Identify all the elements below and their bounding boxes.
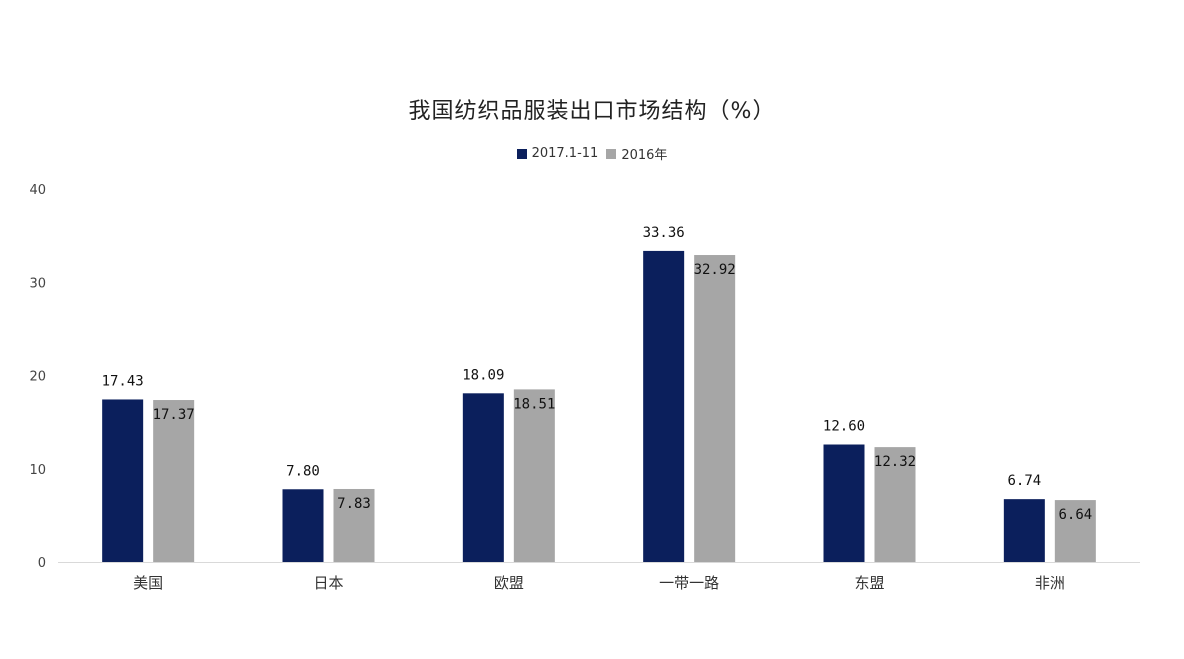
bar-2017-2 (462, 393, 504, 562)
bar-2016-0 (153, 400, 195, 562)
data-label-2017-3: 33.36 (643, 225, 685, 241)
data-label-2017-5: 6.74 (1007, 473, 1041, 489)
data-label-2017-1: 7.80 (286, 463, 320, 479)
data-label-2017-0: 17.43 (102, 373, 144, 389)
legend-label-2016: 2016年 (621, 148, 668, 163)
bar-2016-5 (1054, 500, 1096, 562)
data-label-2017-4: 12.60 (823, 419, 865, 435)
y-tick-label: 10 (29, 463, 46, 478)
y-tick-label: 20 (29, 370, 46, 385)
bar-2017-0 (102, 399, 144, 562)
legend-label-2017: 2017.1-11 (531, 146, 599, 161)
x-category-label: 东盟 (854, 574, 884, 592)
data-label-2017-2: 18.09 (462, 367, 504, 383)
x-category-label: 非洲 (1035, 574, 1065, 592)
data-label-2016-1: 7.83 (337, 496, 371, 512)
y-tick-label: 0 (38, 556, 46, 571)
y-tick-label: 30 (29, 276, 46, 291)
bar-2016-2 (513, 389, 555, 562)
bar-2016-4 (874, 447, 916, 562)
bar-2017-5 (1003, 499, 1045, 562)
bar-2017-1 (282, 489, 324, 562)
data-label-2016-5: 6.64 (1058, 507, 1092, 523)
bar-2017-3 (643, 250, 685, 562)
x-category-label: 一带一路 (659, 574, 719, 592)
legend-item-2016: 2016年 (606, 144, 667, 163)
x-category-label: 欧盟 (494, 574, 524, 592)
legend-swatch-2017 (516, 148, 527, 159)
data-label-2016-3: 32.92 (694, 262, 736, 278)
data-label-2016-4: 12.32 (874, 454, 916, 470)
bar-2016-3 (694, 255, 736, 562)
chart-legend: 2017.1-11 2016年 (0, 144, 1184, 163)
legend-swatch-2016 (606, 148, 617, 159)
legend-item-2017: 2017.1-11 (516, 146, 599, 161)
data-label-2016-2: 18.51 (513, 396, 555, 412)
chart-title: 我国纺织品服装出口市场结构（%） (408, 99, 776, 124)
bar-2016-1 (333, 488, 375, 562)
x-category-label: 日本 (313, 574, 343, 592)
y-tick-label: 40 (29, 183, 46, 198)
data-label-2016-0: 17.37 (153, 407, 195, 423)
x-category-label: 美国 (133, 574, 163, 592)
bar-2017-4 (823, 444, 865, 562)
